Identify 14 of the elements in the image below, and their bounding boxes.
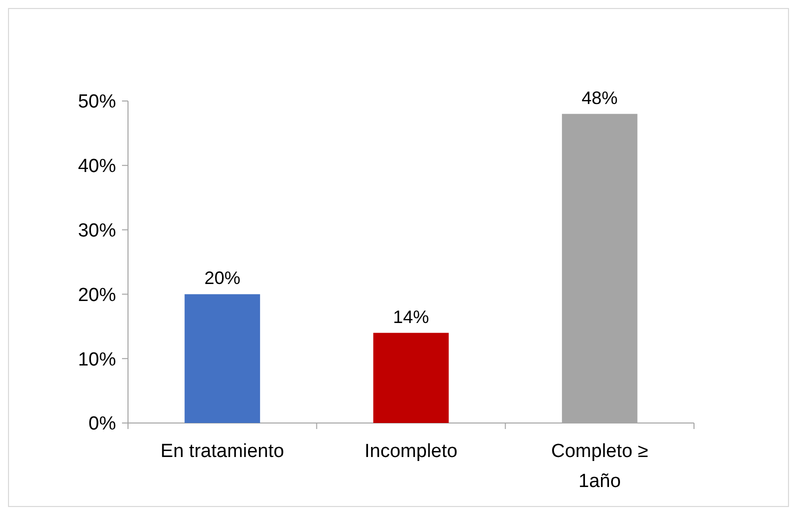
bar bbox=[184, 294, 260, 423]
bar bbox=[373, 332, 449, 423]
data-label: 48% bbox=[582, 88, 618, 108]
data-label: 20% bbox=[204, 268, 240, 288]
x-tick-label: En tratamiento bbox=[160, 441, 284, 462]
y-tick-label: 40% bbox=[78, 156, 116, 178]
y-tick-label: 0% bbox=[88, 414, 116, 435]
x-tick-label: Incompleto bbox=[364, 441, 458, 462]
data-label: 14% bbox=[392, 306, 430, 327]
y-tick-label: 30% bbox=[78, 220, 116, 242]
y-tick-label: 50% bbox=[78, 92, 116, 113]
y-tick-label: 20% bbox=[78, 284, 116, 306]
x-tick-label: Completo ≥ 1año bbox=[551, 441, 648, 492]
y-tick-label: 10% bbox=[78, 349, 116, 370]
